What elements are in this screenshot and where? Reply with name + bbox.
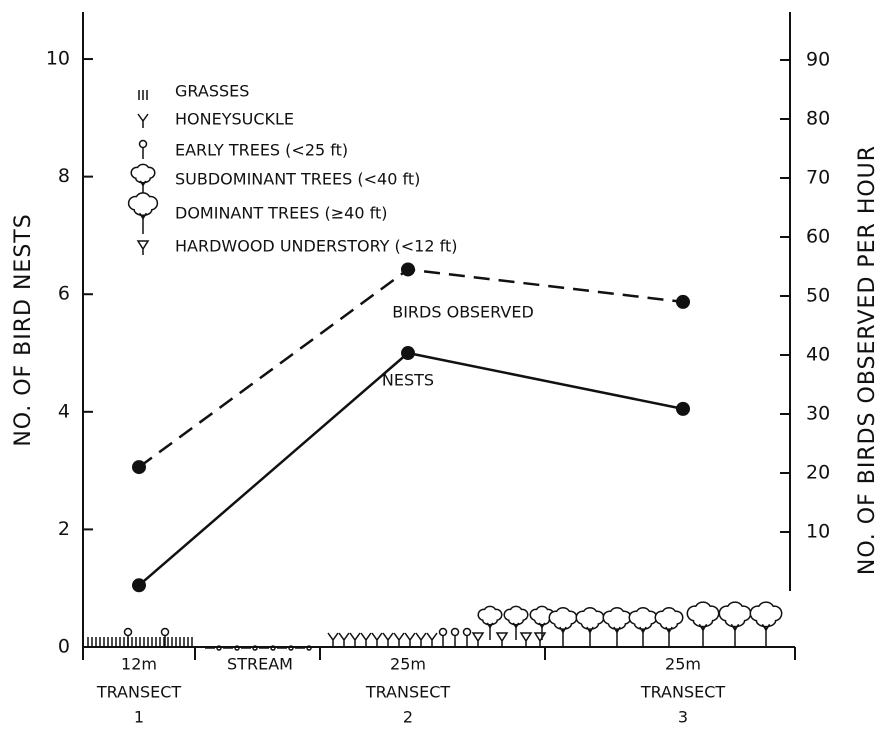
- honeysuckle: [138, 114, 148, 128]
- legend-label: EARLY TREES (<25 ft): [175, 141, 348, 160]
- early-tree: [440, 629, 447, 636]
- honeysuckle: [394, 633, 404, 647]
- y2-tick-label: 30: [806, 403, 830, 425]
- segment-label: 25m: [665, 655, 701, 674]
- honeysuckle: [383, 633, 393, 647]
- data-point: [132, 460, 146, 474]
- y2-tick-label: 90: [806, 49, 830, 71]
- data-point: [132, 578, 146, 592]
- data-point: [401, 262, 415, 276]
- early-tree: [125, 629, 132, 636]
- early-tree: [464, 629, 471, 636]
- tree-crown: [131, 164, 155, 182]
- honeysuckle: [416, 633, 426, 647]
- y2-tick-label: 40: [806, 344, 830, 366]
- transect-number: 1: [134, 708, 144, 727]
- transect-label: TRANSECT: [640, 683, 726, 702]
- y2-tick-label: 50: [806, 285, 830, 307]
- early-tree: [162, 629, 169, 636]
- chart: NO. OF BIRD NESTS NO. OF BIRDS OBSERVED …: [0, 0, 891, 731]
- understory: [535, 633, 545, 647]
- series-line: [139, 269, 683, 467]
- y-axis-title: NO. OF BIRD NESTS: [11, 213, 36, 446]
- honeysuckle: [350, 633, 360, 647]
- honeysuckle: [372, 633, 382, 647]
- understory: [473, 633, 483, 647]
- honeysuckle: [361, 633, 371, 647]
- tree-crown: [719, 602, 750, 626]
- tree-crown: [478, 606, 502, 624]
- legend-label: GRASSES: [175, 82, 249, 101]
- series-label: NESTS: [382, 371, 434, 390]
- tree-crown: [603, 608, 630, 629]
- tree-crown: [750, 602, 781, 626]
- understory: [497, 633, 507, 647]
- tree-crown: [129, 193, 158, 215]
- y-tick-label: 2: [58, 518, 70, 540]
- data-point: [401, 346, 415, 360]
- legend-label: SUBDOMINANT TREES (<40 ft): [175, 170, 420, 189]
- y-tick-label: 6: [58, 283, 70, 305]
- early-tree: [452, 629, 459, 636]
- y2-tick-label: 70: [806, 167, 830, 189]
- segment-label: 12m: [121, 655, 157, 674]
- tree-crown: [576, 608, 603, 629]
- honeysuckle: [339, 633, 349, 647]
- y2-tick-label: 80: [806, 108, 830, 130]
- legend-label: HARDWOOD UNDERSTORY (<12 ft): [175, 237, 458, 256]
- understory: [138, 241, 148, 255]
- tree-crown: [629, 608, 656, 629]
- y2-tick-label: 10: [806, 521, 830, 543]
- y-tick-label: 8: [58, 165, 70, 187]
- data-point: [676, 295, 690, 309]
- y-tick-label: 4: [58, 400, 70, 422]
- tree-crown: [504, 606, 528, 624]
- transect-label: TRANSECT: [365, 683, 451, 702]
- understory: [521, 633, 531, 647]
- y-tick-label: 10: [46, 48, 70, 70]
- tree-crown: [549, 608, 576, 629]
- y2-tick-label: 20: [806, 462, 830, 484]
- honeysuckle: [405, 633, 415, 647]
- series-label: BIRDS OBSERVED: [392, 303, 534, 322]
- legend-label: DOMINANT TREES (≥40 ft): [175, 204, 388, 223]
- honeysuckle: [328, 633, 338, 647]
- transect-number: 2: [403, 708, 413, 727]
- y2-axis-title: NO. OF BIRDS OBSERVED PER HOUR: [855, 145, 880, 575]
- y2-tick-label: 60: [806, 226, 830, 248]
- tree-crown: [655, 608, 682, 629]
- transect-number: 3: [678, 708, 688, 727]
- segment-label: STREAM: [227, 655, 293, 674]
- tree-crown: [687, 602, 718, 626]
- early-tree: [140, 141, 147, 148]
- data-point: [676, 402, 690, 416]
- legend-label: HONEYSUCKLE: [175, 110, 294, 129]
- transect-label: TRANSECT: [96, 683, 182, 702]
- y-tick-label: 0: [58, 636, 70, 658]
- honeysuckle: [427, 633, 437, 647]
- segment-label: 25m: [390, 655, 426, 674]
